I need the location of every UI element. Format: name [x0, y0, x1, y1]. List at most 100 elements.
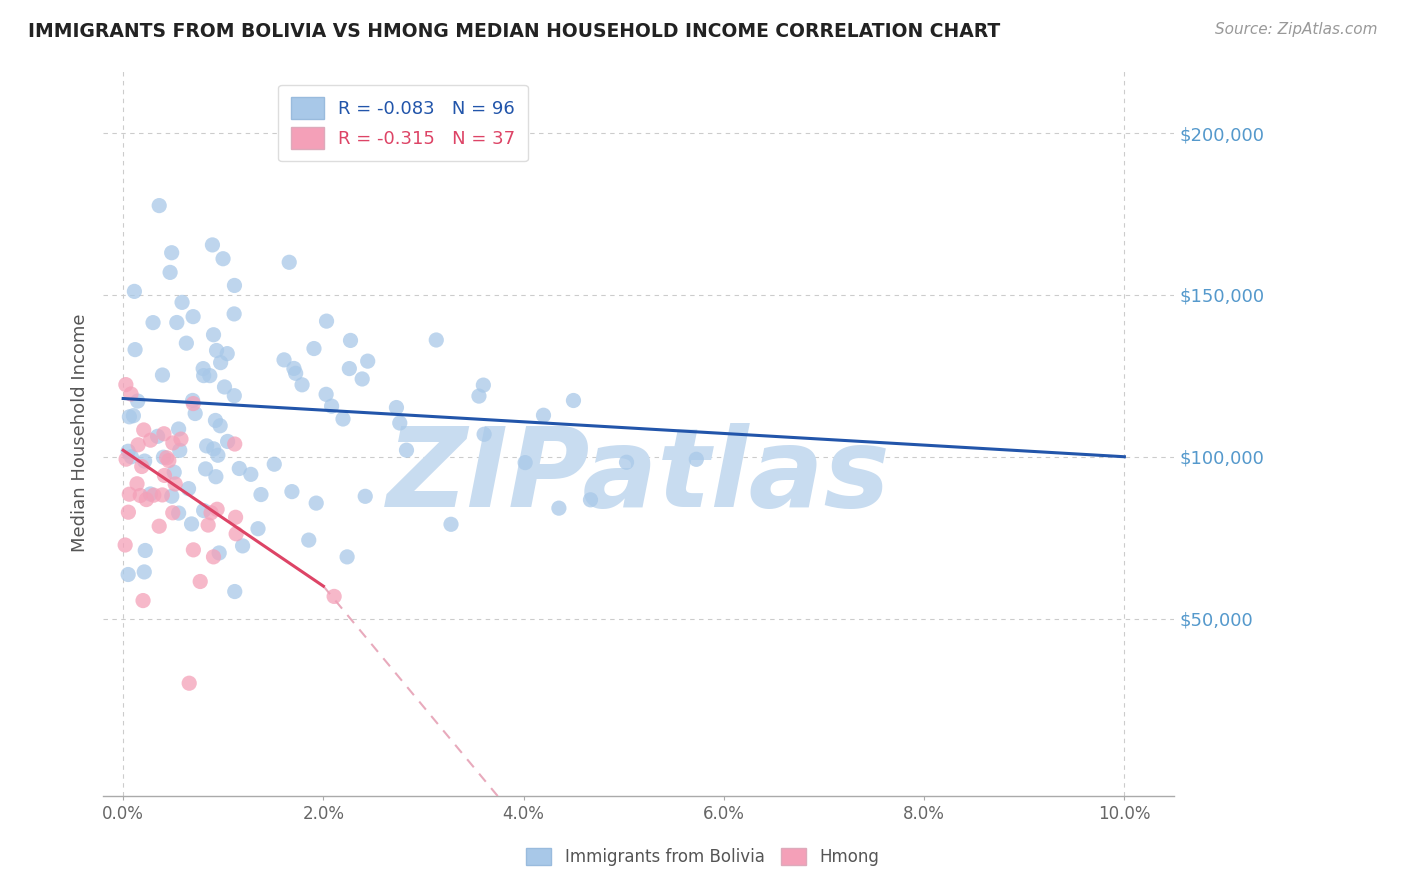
Point [124, 285, 146, 299]
Point [157, 453, 180, 467]
Point [170, 295, 193, 310]
Point [167, 506, 190, 520]
Point [134, 565, 156, 579]
Point [181, 310, 204, 324]
Point [225, 526, 247, 541]
Point [579, 492, 602, 507]
Text: IMMIGRANTS FROM BOLIVIA VS HMONG MEDIAN HOUSEHOLD INCOME CORRELATION CHART: IMMIGRANTS FROM BOLIVIA VS HMONG MEDIAN … [28, 22, 1001, 41]
Point [165, 477, 187, 491]
Point [193, 503, 215, 517]
Point [228, 461, 250, 475]
Point [160, 245, 183, 260]
Point [239, 467, 262, 482]
Point [232, 539, 254, 553]
Point [179, 676, 201, 690]
Point [183, 542, 205, 557]
Point [184, 407, 207, 421]
Point [302, 342, 325, 356]
Point [139, 487, 162, 501]
Point [181, 396, 204, 410]
Point [205, 502, 228, 516]
Point [562, 393, 585, 408]
Y-axis label: Median Household Income: Median Household Income [72, 313, 89, 552]
Point [124, 343, 146, 357]
Point [263, 457, 285, 471]
Point [125, 476, 148, 491]
Point [163, 465, 186, 479]
Point [217, 346, 239, 360]
Point [225, 510, 247, 524]
Legend: R = -0.083   N = 96, R = -0.315   N = 37: R = -0.083 N = 96, R = -0.315 N = 37 [278, 85, 527, 161]
Point [197, 518, 219, 533]
Point [273, 352, 295, 367]
Point [685, 452, 707, 467]
Point [115, 377, 138, 392]
Point [117, 505, 139, 519]
Point [205, 469, 228, 483]
Point [115, 452, 138, 467]
Point [134, 543, 156, 558]
Point [131, 459, 153, 474]
Point [548, 501, 571, 516]
Point [202, 327, 225, 342]
Point [132, 593, 155, 607]
Point [117, 444, 139, 458]
Point [118, 409, 141, 424]
Point [150, 488, 173, 502]
Point [156, 450, 179, 465]
Point [117, 567, 139, 582]
Point [515, 456, 537, 470]
Point [305, 496, 328, 510]
Point [148, 519, 170, 533]
Point [425, 333, 447, 347]
Point [162, 436, 184, 450]
Point [224, 584, 246, 599]
Point [134, 454, 156, 468]
Point [166, 316, 188, 330]
Point [180, 516, 202, 531]
Point [139, 433, 162, 447]
Point [354, 489, 377, 503]
Point [388, 416, 411, 430]
Point [281, 484, 304, 499]
Point [195, 439, 218, 453]
Point [170, 432, 193, 446]
Point [250, 487, 273, 501]
Point [357, 354, 380, 368]
Point [162, 506, 184, 520]
Point [533, 409, 555, 423]
Point [129, 489, 152, 503]
Point [247, 522, 270, 536]
Point [142, 316, 165, 330]
Point [339, 334, 361, 348]
Point [468, 389, 491, 403]
Point [127, 394, 149, 409]
Point [127, 438, 149, 452]
Point [146, 429, 169, 443]
Point [114, 538, 136, 552]
Point [315, 387, 337, 401]
Point [472, 427, 495, 442]
Point [224, 307, 246, 321]
Point [122, 409, 145, 423]
Point [217, 434, 239, 449]
Point [224, 389, 246, 403]
Point [191, 361, 214, 376]
Point [177, 482, 200, 496]
Point [120, 387, 142, 401]
Point [193, 368, 215, 383]
Point [153, 468, 176, 483]
Point [142, 488, 165, 502]
Point [202, 442, 225, 456]
Point [472, 378, 495, 392]
Point [181, 393, 204, 408]
Point [148, 198, 170, 212]
Point [385, 401, 408, 415]
Point [167, 422, 190, 436]
Point [198, 368, 221, 383]
Point [440, 517, 463, 532]
Point [120, 450, 142, 464]
Point [336, 549, 359, 564]
Point [176, 336, 198, 351]
Point [194, 462, 217, 476]
